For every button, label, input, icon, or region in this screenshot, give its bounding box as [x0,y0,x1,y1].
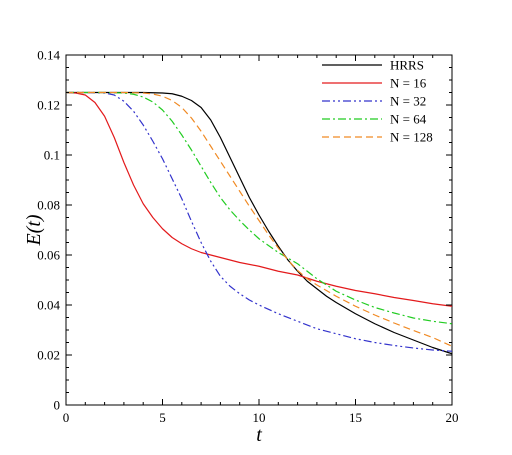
legend-label: N = 128 [390,130,433,145]
y-tick-label: 0 [54,398,61,413]
x-tick-label: 15 [349,410,362,425]
y-tick-label: 0.06 [37,248,60,263]
y-tick-label: 0.14 [37,48,60,63]
series-line-hrrs [66,91,453,355]
series-line-n-128 [66,91,453,347]
y-tick-label: 0.1 [44,148,60,163]
y-tick-labels: 0 0.02 0.04 0.06 0.08 0.1 0.12 0.14 [37,48,60,413]
x-tick-label: 20 [446,410,459,425]
series-line-n-16 [65,91,453,307]
plot-area [65,54,453,406]
x-tick-label: 0 [63,410,70,425]
y-axis-title: E(t) [23,214,45,246]
x-tick-label: 5 [159,410,166,425]
series-line-n-64 [66,91,453,325]
series-layer [65,91,453,355]
x-tick-labels: 0 5 10 15 20 [63,410,459,425]
y-tick-label: 0.04 [37,298,60,313]
legend-label: HRRS [390,58,424,73]
axis-ticks [65,54,453,406]
x-tick-label: 10 [253,410,266,425]
x-axis-title: t [256,424,262,446]
y-tick-label: 0.12 [37,98,60,113]
y-tick-label: 0.02 [37,348,60,363]
legend-label: N = 16 [390,76,427,91]
y-tick-label: 0.08 [37,198,60,213]
legend-label: N = 64 [390,112,427,127]
series-line-n-32 [66,91,453,352]
legend: HRRS N = 16 N = 32 N = 64 N = 128 [322,58,433,145]
legend-label: N = 32 [390,94,426,109]
